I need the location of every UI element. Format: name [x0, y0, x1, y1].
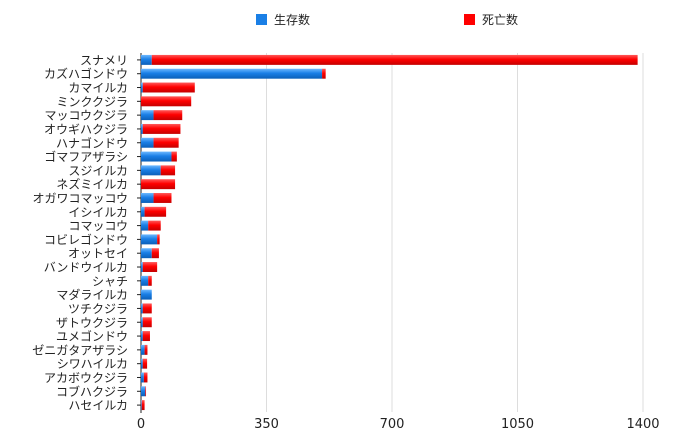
bar-dead [143, 372, 148, 383]
legend-swatch-dead [464, 14, 475, 25]
bar-dead [142, 331, 150, 342]
x-tick-label: 700 [380, 417, 405, 432]
legend-swatch-alive [256, 14, 267, 25]
bar-alive [141, 206, 145, 217]
y-category-label: オットセイ [68, 247, 128, 261]
y-category-label: ネズミイルカ [56, 177, 128, 192]
y-category-label: バンドウイルカ [44, 261, 128, 275]
bar-dead [151, 248, 159, 259]
y-category-label: コマッコウ [68, 219, 128, 233]
bar-alive [141, 68, 323, 79]
y-category-label: ハナゴンドウ [56, 135, 128, 150]
bar-alive [141, 165, 161, 176]
bar-dead [142, 358, 148, 369]
x-tick-label: 1400 [626, 417, 659, 432]
bar-dead [148, 275, 152, 286]
bar-dead [322, 68, 326, 79]
bar-dead [148, 220, 161, 231]
bar-alive [141, 220, 149, 231]
y-category-label: スナメリ [80, 53, 128, 67]
x-tick-label: 350 [254, 417, 279, 432]
y-category-label: カズハゴンドウ [44, 66, 128, 81]
bar-alive [141, 386, 146, 397]
bar-alive [141, 137, 154, 148]
bar-dead [157, 234, 160, 245]
bar-dead [160, 165, 176, 176]
bar-alive [141, 234, 158, 245]
y-category-label: コブハクジラ [56, 384, 128, 399]
legend-label-alive: 生存数 [274, 13, 311, 27]
bar-alive [141, 303, 143, 314]
y-category-label: ハセイルカ [68, 399, 128, 413]
bar-dead [153, 137, 179, 148]
bar-alive [141, 289, 152, 300]
bar-alive [141, 54, 152, 65]
legend: 生存数 死亡数 [0, 11, 684, 29]
bar-dead [142, 82, 195, 93]
bar-alive [141, 275, 149, 286]
y-category-label: シワハイルカ [57, 357, 128, 371]
bar-alive [141, 344, 145, 355]
y-category-label: マダライルカ [56, 287, 128, 302]
y-category-label: イシイルカ [68, 205, 128, 219]
bar-dead [171, 151, 177, 162]
y-category-label: ツチクジラ [68, 302, 128, 316]
bar-alive [141, 82, 143, 93]
bar-alive [141, 331, 143, 342]
bar-alive [141, 358, 143, 369]
bar-alive [141, 400, 142, 411]
y-category-label: コビレゴンドウ [44, 232, 128, 247]
legend-item-alive: 生存数 [256, 11, 310, 28]
bar-alive [141, 123, 143, 134]
y-category-label: ザトウクジラ [56, 316, 128, 330]
y-category-label: ユメゴンドウ [56, 329, 128, 344]
y-category-label: スジイルカ [68, 164, 128, 178]
x-tick-label: 1050 [501, 417, 534, 432]
y-category-label: シャチ [92, 274, 128, 288]
bar-dead [153, 110, 183, 121]
bar-alive [141, 372, 144, 383]
y-category-label: カマイルカ [68, 81, 128, 95]
bar-dead [142, 317, 152, 328]
bar-dead [141, 96, 192, 107]
bar-dead [142, 303, 152, 314]
bar-dead [145, 386, 147, 397]
bar-alive [141, 248, 152, 259]
bar-dead [144, 206, 167, 217]
bar-dead [141, 400, 145, 411]
y-category-label: オウギハクジラ [44, 122, 128, 136]
bar-alive [141, 317, 143, 328]
y-category-label: アカボウクジラ [44, 371, 128, 385]
y-category-label: オガワコマッコウ [32, 191, 128, 205]
y-category-label: マッコウクジラ [44, 109, 128, 123]
bar-dead [142, 123, 181, 134]
legend-label-dead: 死亡数 [482, 13, 519, 27]
y-category-label: ミンククジラ [56, 95, 128, 109]
bar-dead [153, 193, 172, 203]
y-category-label: ゼニガタアザラシ [32, 343, 128, 357]
bar-dead [141, 179, 176, 190]
bar-alive [141, 110, 154, 121]
x-tick-label: 0 [137, 417, 145, 432]
bar-alive [141, 151, 172, 162]
bar-alive [141, 193, 154, 203]
bar-dead [142, 262, 158, 272]
bar-dead [144, 344, 148, 355]
legend-item-dead: 死亡数 [464, 11, 518, 28]
y-category-label: ゴマフアザラシ [44, 149, 128, 164]
bar-alive [141, 262, 143, 272]
bar-dead [151, 54, 638, 65]
